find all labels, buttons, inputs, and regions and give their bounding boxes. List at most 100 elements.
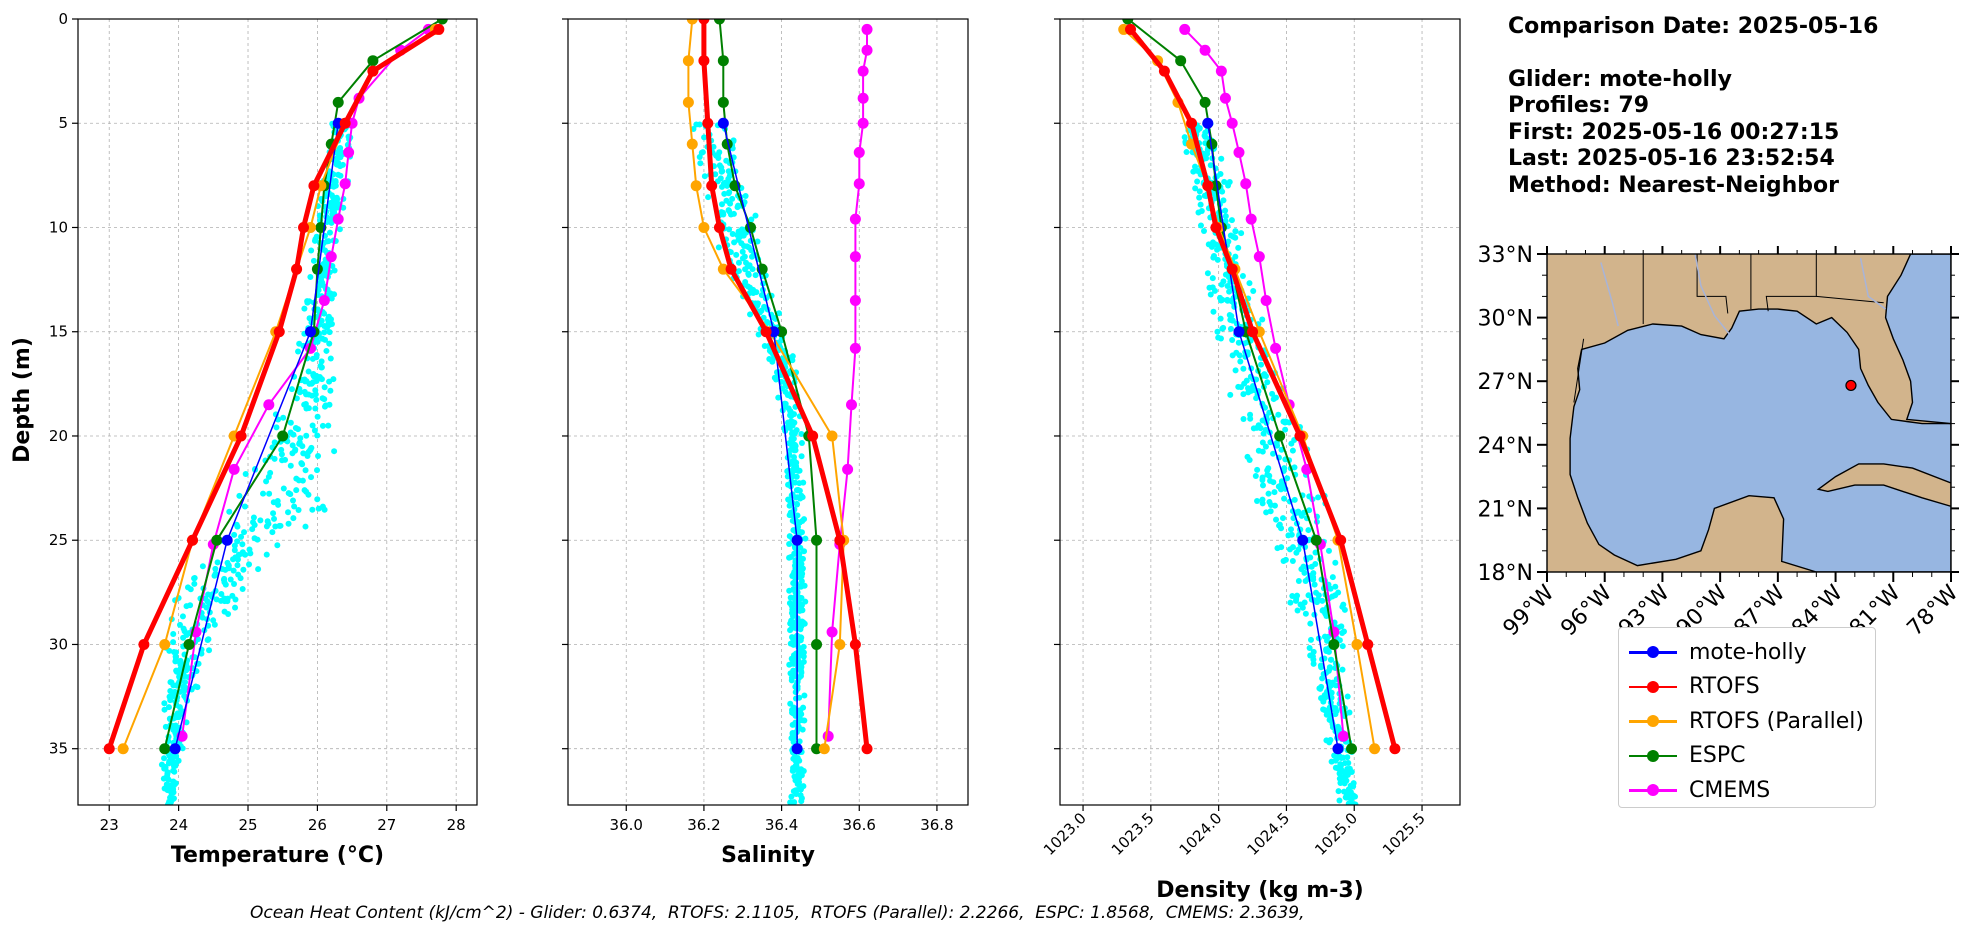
scatter-point xyxy=(309,422,316,429)
scatter-point xyxy=(1335,788,1342,795)
density-panel: 1023.0 1023.5 1024.0 1024.5 1025.0 1025.5 Dens… xyxy=(1040,18,1461,903)
scatter-point xyxy=(1194,178,1201,185)
series-point xyxy=(339,117,351,129)
river xyxy=(1694,254,1731,336)
scatter-point xyxy=(326,229,333,236)
scatter-point xyxy=(1328,656,1335,663)
series-point xyxy=(298,221,310,233)
scatter-point xyxy=(161,755,168,762)
scatter-point xyxy=(309,506,316,513)
scatter-point xyxy=(175,757,182,764)
scatter-point xyxy=(789,730,796,737)
scatter-point xyxy=(311,372,318,379)
series-point xyxy=(713,221,725,233)
scatter-point xyxy=(233,521,240,528)
scatter-point xyxy=(802,535,809,542)
scatter-point xyxy=(266,490,273,497)
series-point xyxy=(308,180,320,192)
scatter-point xyxy=(1289,544,1296,551)
scatter-point xyxy=(1254,466,1261,473)
scatter-point xyxy=(308,247,315,254)
scatter-point xyxy=(1267,502,1274,509)
scatter-point xyxy=(318,358,325,365)
scatter-point xyxy=(1269,390,1276,397)
scatter-point xyxy=(712,171,719,178)
series-point xyxy=(332,213,344,225)
scatter-point xyxy=(1344,754,1351,761)
scatter-point xyxy=(1262,426,1269,433)
scatter-point xyxy=(290,497,297,504)
scatter-point xyxy=(788,617,795,624)
scatter-point xyxy=(307,273,314,280)
scatter-point xyxy=(290,515,297,522)
scatter-point xyxy=(1267,477,1274,484)
x-tick-label: 36.4 xyxy=(765,816,798,834)
scatter-point xyxy=(166,647,173,654)
scatter-point xyxy=(288,386,295,393)
glider-position-marker xyxy=(1845,379,1857,392)
x-tick-label: 36.6 xyxy=(843,816,876,834)
scatter-point xyxy=(314,413,321,420)
scatter-point xyxy=(242,551,249,558)
info-panel: Comparison Date: 2025-05-16 Glider: mote-… xyxy=(1508,14,1878,199)
scatter-point xyxy=(798,453,805,460)
series-point xyxy=(834,534,846,546)
scatter-point xyxy=(725,207,732,214)
series-point xyxy=(1245,213,1257,225)
scatter-point xyxy=(221,598,228,605)
scatter-point xyxy=(725,168,732,175)
scatter-point xyxy=(1342,760,1349,767)
scatter-point xyxy=(710,143,717,150)
scatter-point xyxy=(1346,791,1353,798)
scatter-point xyxy=(735,202,742,209)
x-tick-label: 23 xyxy=(100,816,119,834)
series-point xyxy=(1253,251,1265,263)
scatter-point xyxy=(327,355,334,362)
scatter-point xyxy=(181,692,188,699)
series-point xyxy=(1175,55,1187,67)
scatter-point xyxy=(1229,352,1236,359)
series-point xyxy=(1294,430,1306,442)
scatter-point xyxy=(241,529,248,536)
y-tick-label: 10 xyxy=(49,218,68,236)
scatter-point xyxy=(1239,272,1246,279)
series-point xyxy=(1179,23,1191,35)
comparison-date: Comparison Date: 2025-05-16 xyxy=(1508,14,1879,39)
state-border xyxy=(1816,295,1884,304)
scatter-point xyxy=(801,692,808,699)
y-tick-label: 25 xyxy=(49,531,68,549)
scatter-point xyxy=(744,283,751,290)
scatter-point xyxy=(742,278,749,285)
y-axis-label: Depth (m) xyxy=(10,337,35,463)
axes-frame xyxy=(77,18,478,806)
scatter-point xyxy=(269,529,276,536)
scatter-point xyxy=(795,520,802,527)
legend-item: mote-holly xyxy=(1619,635,1875,670)
scatter-point xyxy=(794,501,801,508)
scatter-point xyxy=(1287,599,1294,606)
scatter-point xyxy=(314,467,321,474)
river xyxy=(1859,258,1887,310)
scatter-point xyxy=(325,314,332,321)
scatter-point xyxy=(1306,644,1313,651)
scatter-point xyxy=(239,586,246,593)
series-point xyxy=(339,178,351,190)
axes-frame xyxy=(1059,18,1461,806)
series-point xyxy=(849,251,861,263)
scatter-point xyxy=(1250,288,1257,295)
map-frame xyxy=(1546,253,1952,573)
scatter-point xyxy=(276,522,283,529)
scatter-point xyxy=(263,478,270,485)
scatter-point xyxy=(221,579,228,586)
scatter-point xyxy=(1319,675,1326,682)
scatter-point xyxy=(1246,456,1253,463)
scatter-point xyxy=(170,767,177,774)
y-tick-label: 20 xyxy=(49,427,68,445)
series-point xyxy=(273,326,285,338)
series-point xyxy=(690,180,702,192)
scatter-point xyxy=(167,688,174,695)
series-point xyxy=(1233,326,1245,338)
scatter-point xyxy=(321,396,328,403)
scatter-point xyxy=(1270,450,1277,457)
scatter-point xyxy=(745,244,752,251)
